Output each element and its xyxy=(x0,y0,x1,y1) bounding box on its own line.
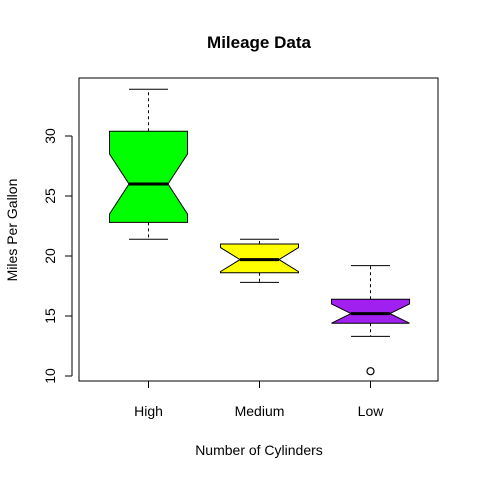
y-tick-label: 30 xyxy=(42,128,58,144)
box-low xyxy=(331,265,410,376)
box-medium xyxy=(220,238,299,283)
y-tick-label: 20 xyxy=(42,248,58,264)
x-tick-label: Low xyxy=(358,403,385,419)
box-high xyxy=(109,88,188,240)
y-tick-label: 10 xyxy=(42,368,58,384)
x-tick-label: High xyxy=(134,403,163,419)
box-body xyxy=(331,298,410,324)
boxes xyxy=(109,88,410,376)
y-tick-label: 15 xyxy=(42,308,58,324)
outlier-point xyxy=(366,367,375,376)
y-tick-label: 25 xyxy=(42,188,58,204)
chart-title: Mileage Data xyxy=(207,33,311,52)
box-body xyxy=(109,130,188,223)
x-axis-label: Number of Cylinders xyxy=(195,442,323,458)
y-axis: 10 15 20 25 30 xyxy=(42,128,73,384)
x-tick-label: Medium xyxy=(235,403,285,419)
x-axis: High Medium Low xyxy=(134,380,385,419)
y-axis-label: Miles Per Gallon xyxy=(4,179,20,282)
